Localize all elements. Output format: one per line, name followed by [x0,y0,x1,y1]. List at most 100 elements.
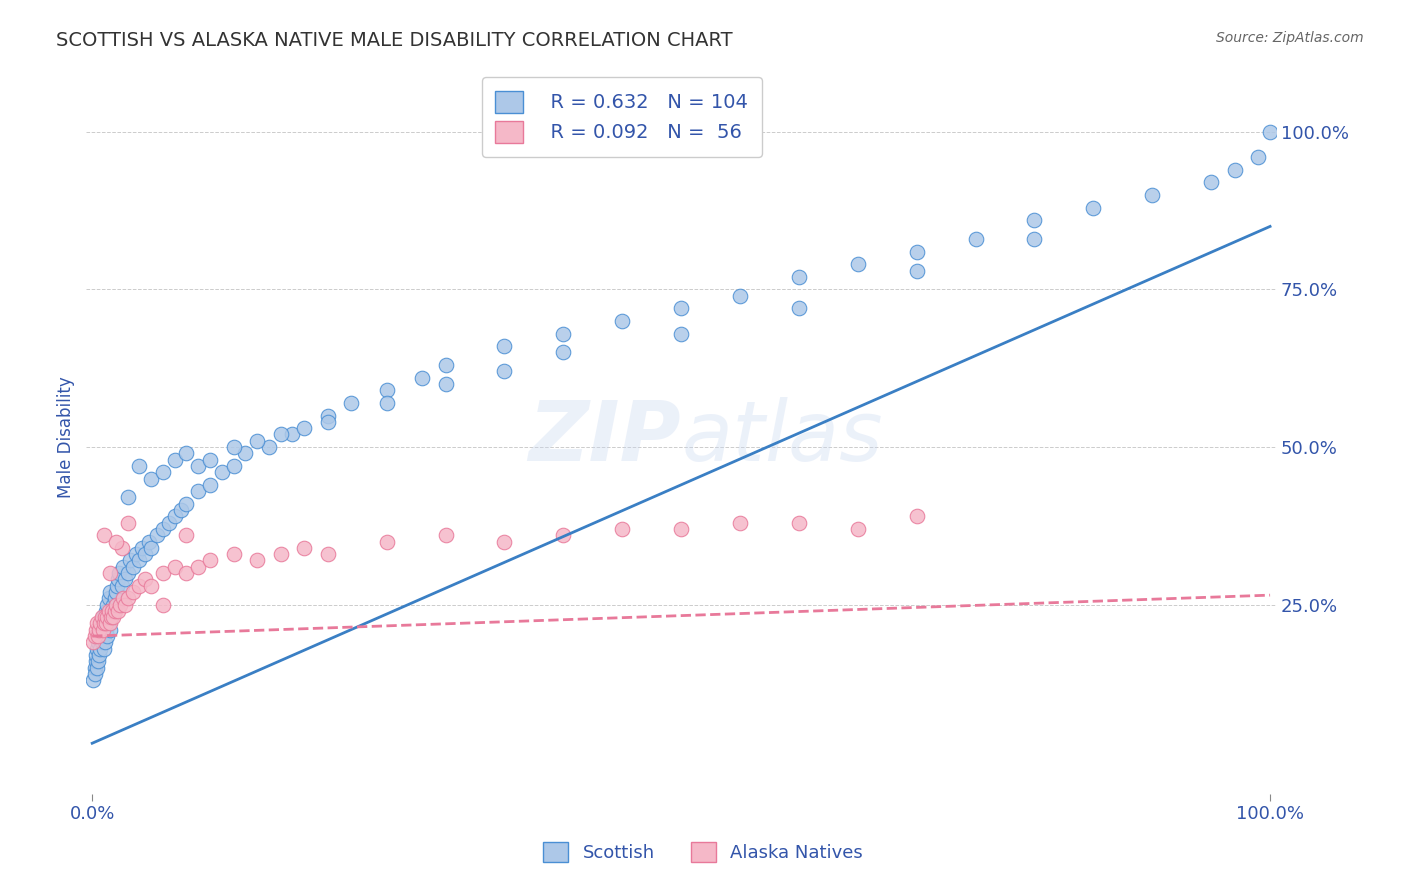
Point [111,541,134,555]
Point [728,289,751,303]
Point [157,516,180,530]
Legend:   R = 0.632   N = 104,   R = 0.092   N =  56: R = 0.632 N = 104, R = 0.092 N = 56 [482,77,762,157]
Point [411,370,433,384]
Point [787,301,810,316]
Point [198,478,221,492]
Point [103,598,125,612]
Point [97,604,120,618]
Point [111,559,134,574]
Point [163,559,186,574]
Point [87,654,110,668]
Point [1142,188,1164,202]
Point [107,573,129,587]
Point [98,566,121,580]
Point [117,491,139,505]
Text: Source: ZipAtlas.com: Source: ZipAtlas.com [1216,31,1364,45]
Point [87,629,110,643]
Point [86,660,108,674]
Point [139,541,162,555]
Point [89,648,111,662]
Point [198,452,221,467]
Point [103,604,125,618]
Point [152,598,174,612]
Point [117,591,139,606]
Point [1024,213,1046,227]
Point [98,623,121,637]
Point [93,528,115,542]
Point [846,257,869,271]
Point [122,559,145,574]
Point [340,396,363,410]
Point [82,673,104,688]
Point [100,610,122,624]
Point [494,534,516,549]
Point [128,579,150,593]
Point [669,326,692,341]
Y-axis label: Male Disability: Male Disability [58,376,75,499]
Point [553,326,575,341]
Point [176,528,198,542]
Point [846,522,869,536]
Point [114,598,136,612]
Point [89,623,111,637]
Point [84,623,107,637]
Point [211,465,233,479]
Point [103,591,125,606]
Point [128,458,150,473]
Point [96,598,118,612]
Point [163,509,186,524]
Point [246,434,269,448]
Point [91,629,114,643]
Point [152,465,174,479]
Point [1223,162,1246,177]
Point [169,503,191,517]
Point [134,573,156,587]
Point [553,528,575,542]
Point [83,629,105,643]
Point [187,559,209,574]
Point [103,610,125,624]
Point [281,427,304,442]
Point [787,269,810,284]
Point [97,616,120,631]
Text: ZIP: ZIP [529,397,681,478]
Point [89,629,111,643]
Point [176,566,198,580]
Point [101,604,124,618]
Point [108,566,131,580]
Point [105,579,128,593]
Point [128,553,150,567]
Point [257,440,280,454]
Point [91,623,114,637]
Point [117,566,139,580]
Point [84,648,107,662]
Text: SCOTTISH VS ALASKA NATIVE MALE DISABILITY CORRELATION CHART: SCOTTISH VS ALASKA NATIVE MALE DISABILIT… [56,31,733,50]
Point [94,635,117,649]
Point [494,339,516,353]
Point [83,667,105,681]
Point [965,232,987,246]
Point [114,573,136,587]
Point [187,458,209,473]
Point [270,547,292,561]
Point [96,604,118,618]
Point [1258,125,1281,139]
Point [375,384,398,398]
Point [125,547,148,561]
Point [434,376,457,391]
Point [1199,175,1222,189]
Point [93,641,115,656]
Point [90,616,112,631]
Point [176,497,198,511]
Point [131,541,153,555]
Point [152,522,174,536]
Point [97,591,120,606]
Point [198,553,221,567]
Text: atlas: atlas [681,397,883,478]
Point [222,440,245,454]
Point [100,610,122,624]
Point [146,528,169,542]
Point [89,641,111,656]
Point [89,623,111,637]
Point [246,553,269,567]
